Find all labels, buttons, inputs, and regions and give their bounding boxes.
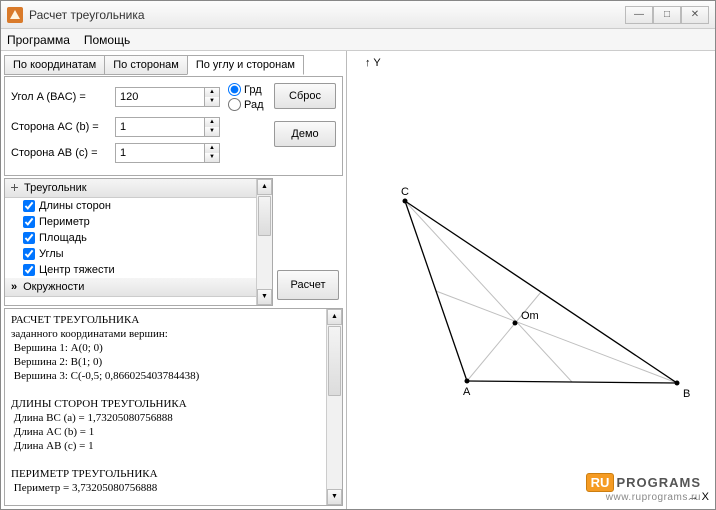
calculate-button[interactable]: Расчет <box>277 270 339 300</box>
menubar: Программа Помощь <box>1 29 715 51</box>
window-title: Расчет треугольника <box>29 8 625 22</box>
minimize-button[interactable]: — <box>625 6 653 24</box>
reset-button[interactable]: Сброс <box>274 83 336 109</box>
options-tree: Треугольник Длины сторон Периметр Площад… <box>4 178 273 306</box>
angle-label: Угол A (BAC) = <box>11 91 111 103</box>
app-icon <box>7 7 23 23</box>
svg-text:A: A <box>463 386 471 398</box>
tab-body: Угол A (BAC) = ▲▼ Грд Рад Сторона AC (b)… <box>4 76 343 176</box>
unit-deg[interactable]: Грд <box>228 83 264 96</box>
tree-group-circles[interactable]: Окружности <box>5 278 256 297</box>
menu-help[interactable]: Помощь <box>84 33 130 47</box>
side-ab-spinner[interactable]: ▲▼ <box>205 143 220 163</box>
side-ac-label: Сторона AC (b) = <box>11 121 111 133</box>
menu-program[interactable]: Программа <box>7 33 70 47</box>
diagram-panel: ↑ Y ABCOm → X RUPROGRAMS www.ruprograms.… <box>347 51 715 509</box>
angle-input[interactable] <box>115 87 205 107</box>
close-button[interactable]: ✕ <box>681 6 709 24</box>
chk-angles[interactable] <box>23 248 35 260</box>
chk-perimeter[interactable] <box>23 216 35 228</box>
demo-button[interactable]: Демо <box>274 121 336 147</box>
titlebar: Расчет треугольника — □ ✕ <box>1 1 715 29</box>
chk-centroid[interactable] <box>23 264 35 276</box>
results-text[interactable] <box>5 309 326 505</box>
svg-text:Om: Om <box>521 310 539 322</box>
left-panel: По координатам По сторонам По углу и сто… <box>1 51 347 509</box>
tab-by-coords[interactable]: По координатам <box>4 55 105 75</box>
maximize-button[interactable]: □ <box>653 6 681 24</box>
chk-area[interactable] <box>23 232 35 244</box>
svg-text:C: C <box>401 186 409 198</box>
triangle-diagram: A B C Om <box>347 51 715 509</box>
tabs: По координатам По сторонам По углу и сто… <box>4 54 343 74</box>
chk-sides[interactable] <box>23 200 35 212</box>
tab-by-angle-sides[interactable]: По углу и сторонам <box>187 55 304 75</box>
watermark: RUPROGRAMS www.ruprograms.ru <box>586 473 701 503</box>
tree-scrollbar[interactable]: ▲▼ <box>256 179 272 305</box>
tree-group-triangle[interactable]: Треугольник <box>5 179 256 198</box>
svg-text:B: B <box>683 388 690 400</box>
tab-by-sides[interactable]: По сторонам <box>104 55 188 75</box>
results-box: ▲▼ <box>4 308 343 506</box>
results-scrollbar[interactable]: ▲▼ <box>326 309 342 505</box>
side-ab-label: Сторона AB (c) = <box>11 147 111 159</box>
unit-rad[interactable]: Рад <box>228 98 264 111</box>
side-ab-input[interactable] <box>115 143 205 163</box>
side-ac-input[interactable] <box>115 117 205 137</box>
angle-spinner[interactable]: ▲▼ <box>205 87 220 107</box>
side-ac-spinner[interactable]: ▲▼ <box>205 117 220 137</box>
